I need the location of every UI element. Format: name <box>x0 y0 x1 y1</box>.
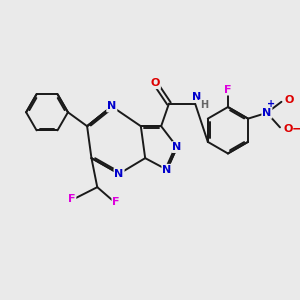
Text: F: F <box>224 85 232 94</box>
Text: −: − <box>292 122 300 135</box>
Text: N: N <box>107 101 116 111</box>
Text: N: N <box>192 92 201 102</box>
Text: O: O <box>285 95 294 105</box>
Text: O: O <box>151 78 160 88</box>
Text: +: + <box>267 99 275 109</box>
Text: H: H <box>200 100 208 110</box>
Text: F: F <box>112 197 120 207</box>
Text: N: N <box>172 142 182 152</box>
Text: N: N <box>262 108 272 118</box>
Text: O: O <box>284 124 293 134</box>
Text: N: N <box>162 165 172 175</box>
Text: F: F <box>68 194 76 204</box>
Text: N: N <box>114 169 124 179</box>
